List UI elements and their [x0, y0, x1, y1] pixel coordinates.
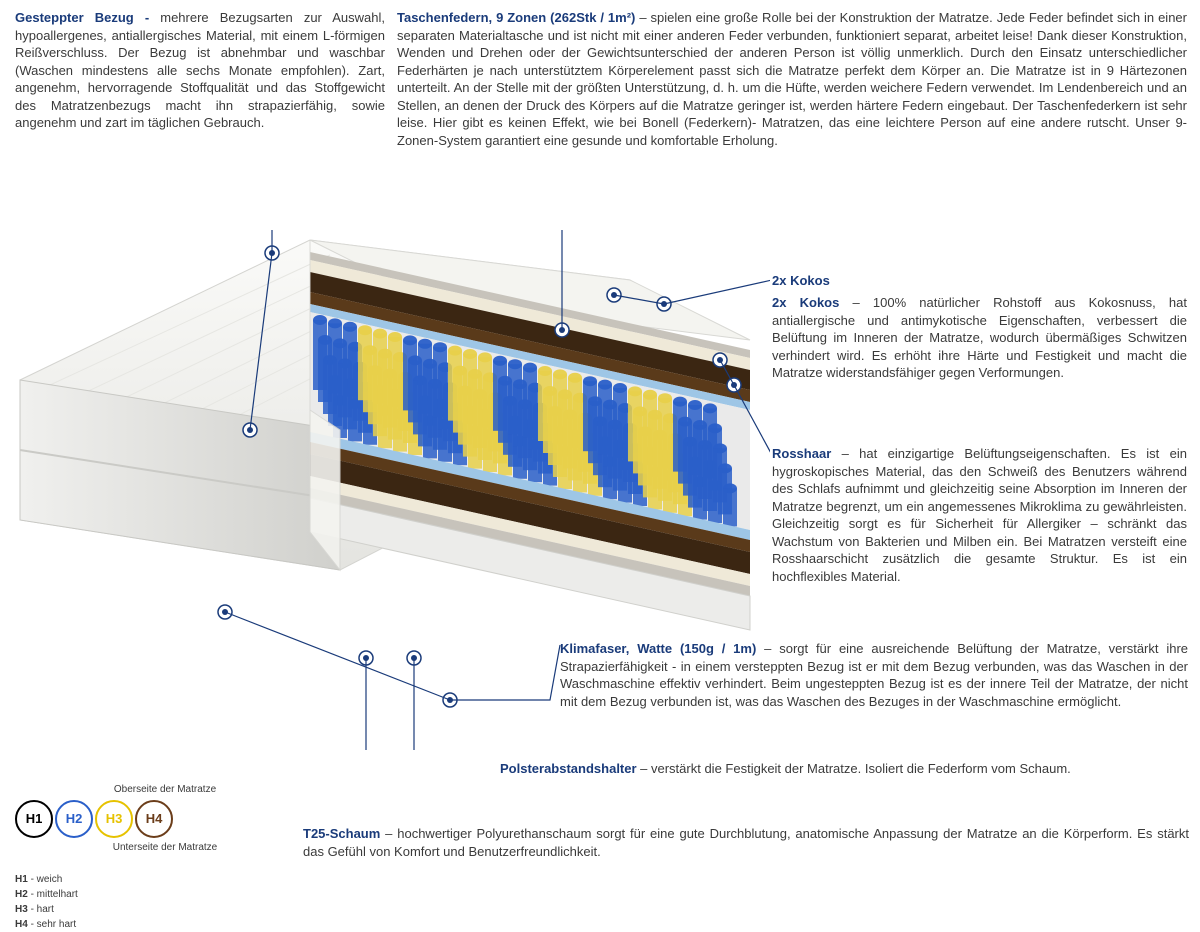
legend-circles: H1H2H3H4 — [15, 800, 275, 838]
federn-text: – spielen eine große Rolle bei der Konst… — [397, 10, 1187, 148]
block-federn: Taschenfedern, 9 Zonen (262Stk / 1m²) – … — [397, 9, 1187, 149]
polster-title: Polsterabstandshalter — [500, 761, 637, 776]
bezug-title: Gesteppter Bezug - — [15, 10, 160, 25]
block-polster: Polsterabstandshalter – verstärkt die Fe… — [500, 760, 1188, 778]
legend-key: H1 - weich — [15, 872, 275, 887]
block-t25: T25-Schaum – hochwertiger Polyurethansch… — [303, 825, 1189, 860]
block-kokos: 2x Kokos – 100% natürlicher Rohstoff aus… — [772, 294, 1187, 382]
legend-keys: H1 - weichH2 - mittelhartH3 - hartH4 - s… — [15, 872, 275, 932]
legend-circle-h2: H2 — [55, 800, 93, 838]
mattress-diagram — [10, 230, 770, 750]
legend-circle-h1: H1 — [15, 800, 53, 838]
hardness-legend: Oberseite der Matratze H1H2H3H4 Untersei… — [15, 783, 275, 932]
block-bezug: Gesteppter Bezug - mehrere Bezugsarten z… — [15, 9, 385, 132]
block-rosshaar: Rosshaar – hat einzigartige Belüftungsei… — [772, 445, 1187, 585]
rosshaar-title: Rosshaar — [772, 446, 831, 461]
legend-circle-h4: H4 — [135, 800, 173, 838]
legend-top-label: Oberseite der Matratze — [85, 783, 245, 797]
federn-title: Taschenfedern, 9 Zonen (262Stk / 1m²) — [397, 10, 635, 25]
t25-text: – hochwertiger Polyurethanschaum sorgt f… — [303, 826, 1189, 859]
kokos-header: 2x Kokos — [772, 272, 972, 290]
rosshaar-text: – hat einzigartige Belüftungseigenschaft… — [772, 446, 1187, 584]
legend-circle-h3: H3 — [95, 800, 133, 838]
legend-key: H2 - mittelhart — [15, 887, 275, 902]
legend-bottom-label: Unterseite der Matratze — [85, 841, 245, 855]
legend-key: H4 - sehr hart — [15, 917, 275, 932]
bezug-text: mehrere Bezugsarten zur Auswahl, hypoall… — [15, 10, 385, 130]
legend-key: H3 - hart — [15, 902, 275, 917]
polster-text: – verstärkt die Festigkeit der Matratze.… — [637, 761, 1071, 776]
t25-title: T25-Schaum — [303, 826, 380, 841]
kokos-title: 2x Kokos — [772, 295, 839, 310]
